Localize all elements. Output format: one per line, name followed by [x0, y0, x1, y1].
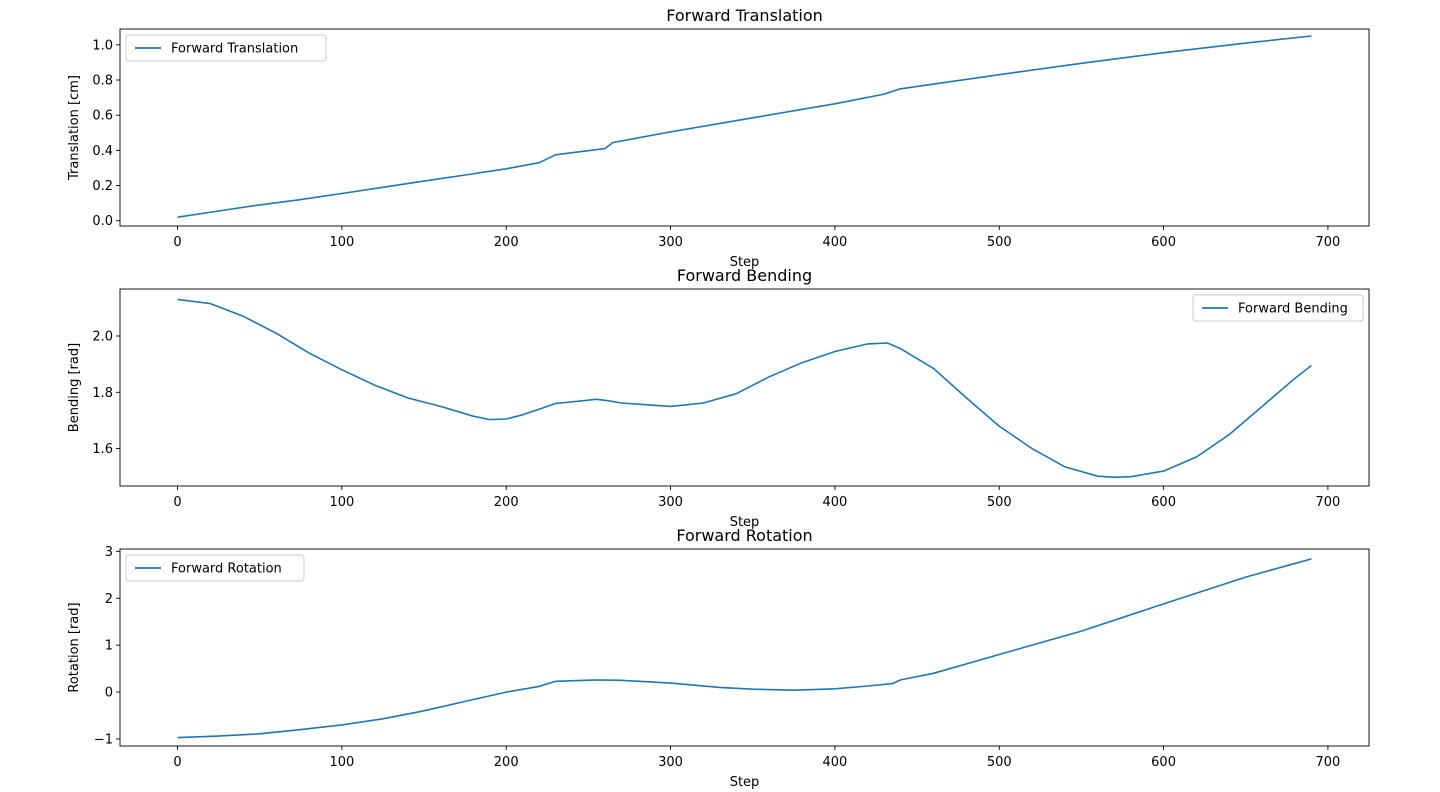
panel-forward-translation: Forward Translation 0 100 200 300 400 500 600 70… — [67, 6, 1370, 270]
y-tick-label: 0.6 — [92, 109, 113, 124]
x-tick-label: 500 — [987, 235, 1012, 250]
x-tick-label: 700 — [1316, 235, 1341, 250]
x-tick-label: 0 — [173, 235, 181, 250]
x-tick-label: 500 — [987, 495, 1012, 510]
y-tick-label: 0 — [105, 686, 113, 701]
x-axis-label: Step — [730, 515, 760, 530]
y-tick-label: 1.8 — [92, 386, 113, 401]
x-tick-label: 600 — [1151, 495, 1176, 510]
legend-label: Forward Rotation — [171, 562, 282, 577]
x-axis-label: Step — [730, 775, 760, 790]
legend-box — [125, 34, 327, 62]
x-tick-label: 500 — [987, 755, 1012, 770]
y-tick-label: 0.4 — [92, 144, 113, 159]
legend: Forward Translation — [125, 34, 327, 62]
x-tick-label: 300 — [658, 755, 683, 770]
axes-frame — [119, 548, 1370, 747]
series-line-forward-rotation — [177, 558, 1312, 739]
x-tick-label: 600 — [1151, 235, 1176, 250]
series-line-forward-bending — [177, 298, 1312, 479]
x-tick-label: 700 — [1316, 755, 1341, 770]
chart-title: Forward Rotation — [676, 526, 812, 545]
y-tick-label: 3 — [105, 545, 113, 560]
x-tick-label: 0 — [173, 495, 181, 510]
x-tick-label: 0 — [173, 755, 181, 770]
legend-box — [125, 554, 305, 582]
y-tick-label: 0.0 — [92, 214, 113, 229]
legend-label: Forward Bending — [1238, 302, 1348, 317]
legend-label: Forward Translation — [171, 42, 298, 57]
y-axis-label: Rotation [rad] — [67, 602, 82, 692]
y-tick-label: 1 — [105, 639, 113, 654]
legend: Forward Rotation — [125, 554, 305, 582]
chart-title: Forward Bending — [677, 266, 812, 285]
legend: Forward Bending — [1192, 294, 1364, 322]
series-line-forward-translation — [177, 35, 1312, 218]
y-axis-label: Bending [rad] — [67, 343, 82, 432]
x-tick-label: 100 — [329, 235, 354, 250]
x-tick-label: 300 — [658, 495, 683, 510]
x-tick-label: 400 — [822, 755, 847, 770]
y-tick-label: 1.0 — [92, 38, 113, 53]
legend-box — [1192, 294, 1364, 322]
x-tick-label: 400 — [822, 235, 847, 250]
x-tick-label: 200 — [494, 235, 519, 250]
x-tick-label: 700 — [1316, 495, 1341, 510]
x-tick-label: 400 — [822, 495, 847, 510]
y-tick-label: 0.8 — [92, 74, 113, 89]
x-tick-label: 600 — [1151, 755, 1176, 770]
y-tick-label: 1.6 — [92, 442, 113, 457]
axes-frame — [119, 28, 1370, 227]
panel-forward-bending: Forward Bending 0 100 200 300 400 500 600 700 1.6… — [67, 266, 1370, 530]
y-axis-label: Translation [cm] — [67, 75, 82, 181]
x-tick-label: 200 — [494, 755, 519, 770]
x-tick-label: 200 — [494, 495, 519, 510]
x-tick-label: 100 — [329, 495, 354, 510]
x-axis-label: Step — [730, 255, 760, 270]
panel-forward-rotation: Forward Rotation 0 100 200 300 400 500 600 700 −1… — [67, 526, 1370, 790]
y-tick-label: 2 — [105, 592, 113, 607]
y-tick-label: −1 — [94, 732, 113, 747]
chart-title: Forward Translation — [666, 6, 823, 25]
x-tick-label: 300 — [658, 235, 683, 250]
axes-frame — [119, 288, 1370, 487]
y-tick-label: 2.0 — [92, 329, 113, 344]
y-tick-label: 0.2 — [92, 179, 113, 194]
x-tick-label: 100 — [329, 755, 354, 770]
